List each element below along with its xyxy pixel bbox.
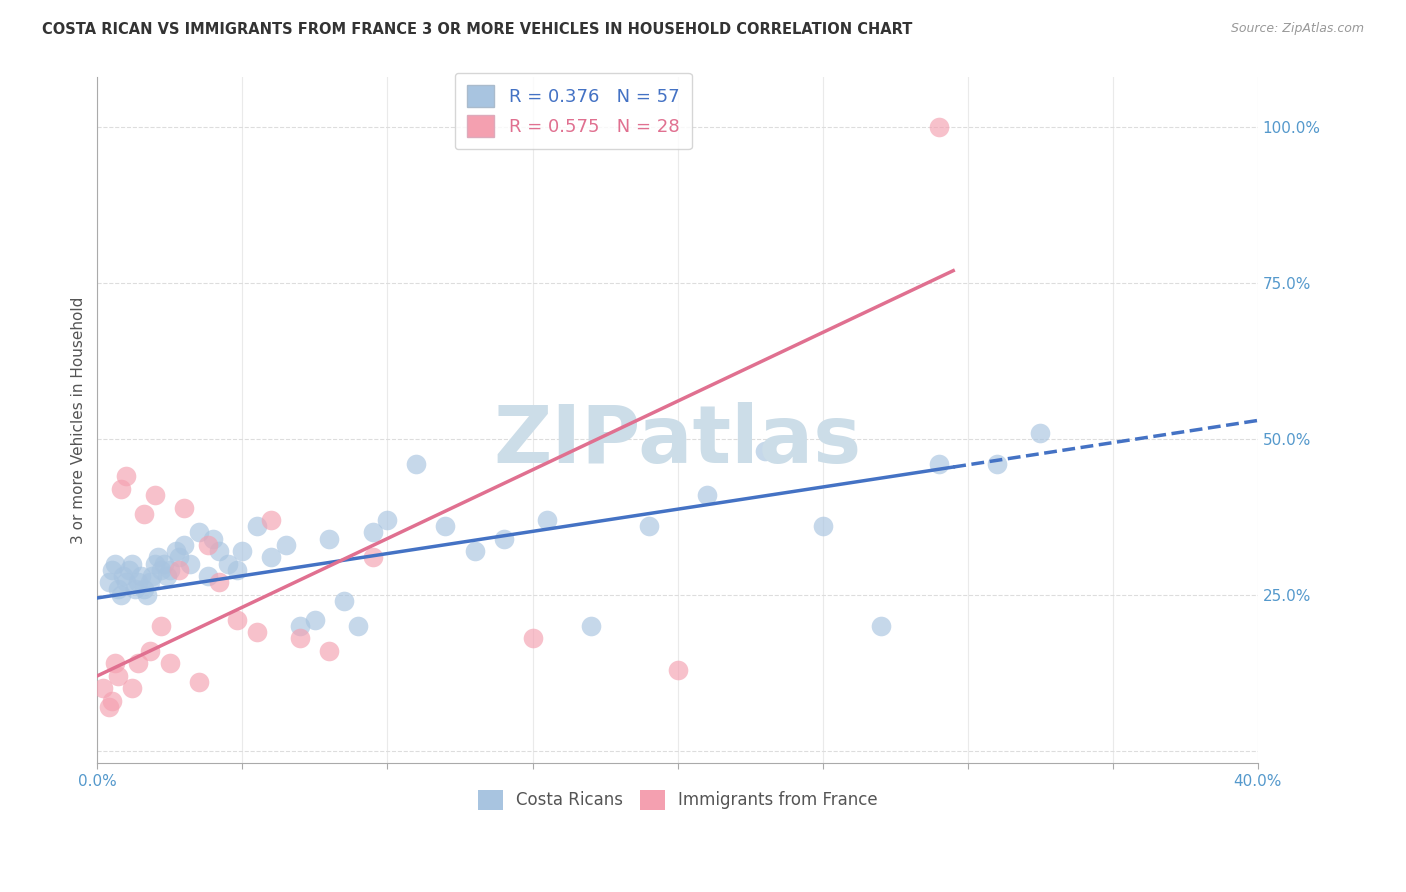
Point xyxy=(318,644,340,658)
Point xyxy=(696,488,718,502)
Point xyxy=(159,657,181,671)
Point xyxy=(347,619,370,633)
Point xyxy=(91,681,114,696)
Point xyxy=(290,632,312,646)
Point xyxy=(179,557,201,571)
Point xyxy=(129,569,152,583)
Point xyxy=(167,550,190,565)
Point xyxy=(290,619,312,633)
Point xyxy=(104,557,127,571)
Point xyxy=(361,525,384,540)
Point xyxy=(150,619,173,633)
Point xyxy=(101,694,124,708)
Point xyxy=(112,569,135,583)
Point xyxy=(197,569,219,583)
Point xyxy=(141,569,163,583)
Point xyxy=(246,519,269,533)
Point xyxy=(173,538,195,552)
Point xyxy=(217,557,239,571)
Point xyxy=(754,444,776,458)
Text: ZIPatlas: ZIPatlas xyxy=(494,402,862,480)
Point xyxy=(148,550,170,565)
Point xyxy=(165,544,187,558)
Point xyxy=(150,563,173,577)
Y-axis label: 3 or more Vehicles in Household: 3 or more Vehicles in Household xyxy=(72,297,86,544)
Point xyxy=(318,532,340,546)
Point xyxy=(101,563,124,577)
Point xyxy=(202,532,225,546)
Point xyxy=(132,507,155,521)
Point xyxy=(115,469,138,483)
Legend: Costa Ricans, Immigrants from France: Costa Ricans, Immigrants from France xyxy=(464,776,891,823)
Point xyxy=(304,613,326,627)
Point xyxy=(361,550,384,565)
Point xyxy=(110,588,132,602)
Point xyxy=(135,588,157,602)
Point xyxy=(579,619,602,633)
Point xyxy=(377,513,399,527)
Point xyxy=(333,594,356,608)
Point xyxy=(145,557,167,571)
Point xyxy=(159,563,181,577)
Point xyxy=(666,663,689,677)
Point xyxy=(260,550,283,565)
Point xyxy=(121,557,143,571)
Point xyxy=(153,557,176,571)
Point xyxy=(463,544,485,558)
Point xyxy=(97,700,120,714)
Point xyxy=(928,120,950,135)
Point xyxy=(107,582,129,596)
Point xyxy=(986,457,1008,471)
Point xyxy=(187,525,209,540)
Point xyxy=(132,582,155,596)
Point xyxy=(208,544,231,558)
Point xyxy=(127,575,149,590)
Point xyxy=(928,457,950,471)
Point xyxy=(104,657,127,671)
Point xyxy=(522,632,544,646)
Point xyxy=(274,538,297,552)
Point xyxy=(208,575,231,590)
Point xyxy=(434,519,457,533)
Point xyxy=(197,538,219,552)
Point xyxy=(536,513,558,527)
Point xyxy=(110,482,132,496)
Point xyxy=(138,644,160,658)
Point xyxy=(127,657,149,671)
Text: Source: ZipAtlas.com: Source: ZipAtlas.com xyxy=(1230,22,1364,36)
Point xyxy=(121,681,143,696)
Point xyxy=(231,544,253,558)
Point xyxy=(492,532,515,546)
Point xyxy=(225,563,247,577)
Point xyxy=(187,675,209,690)
Point xyxy=(167,563,190,577)
Point xyxy=(637,519,659,533)
Point xyxy=(405,457,427,471)
Point xyxy=(97,575,120,590)
Text: COSTA RICAN VS IMMIGRANTS FROM FRANCE 3 OR MORE VEHICLES IN HOUSEHOLD CORRELATIO: COSTA RICAN VS IMMIGRANTS FROM FRANCE 3 … xyxy=(42,22,912,37)
Point xyxy=(260,513,283,527)
Point xyxy=(173,500,195,515)
Point xyxy=(811,519,834,533)
Point xyxy=(145,488,167,502)
Point xyxy=(869,619,891,633)
Point xyxy=(124,582,146,596)
Point xyxy=(156,569,179,583)
Point xyxy=(138,575,160,590)
Point xyxy=(246,625,269,640)
Point xyxy=(225,613,247,627)
Point xyxy=(115,575,138,590)
Point xyxy=(107,669,129,683)
Point xyxy=(118,563,141,577)
Point xyxy=(1029,425,1052,440)
